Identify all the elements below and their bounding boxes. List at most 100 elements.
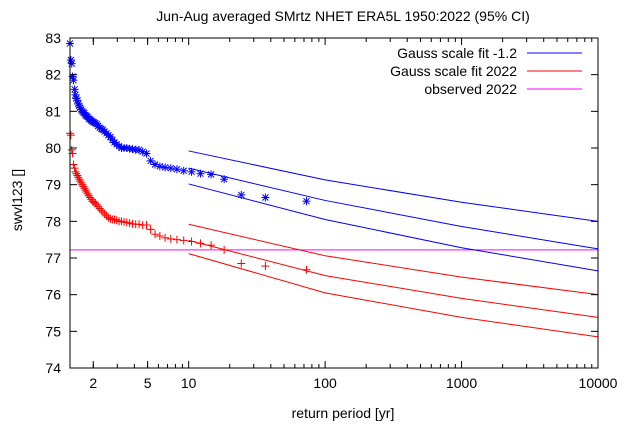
marker-stroke <box>123 144 131 152</box>
marker-stroke <box>139 148 147 156</box>
marker-stroke <box>147 157 154 165</box>
fit-line-lower-2 <box>188 183 599 272</box>
data-point <box>70 164 79 173</box>
y-tick-label: 79 <box>45 177 61 193</box>
y-tick-label: 78 <box>45 213 61 229</box>
data-point <box>71 167 80 176</box>
data-point <box>166 234 175 243</box>
marker-stroke <box>167 164 175 172</box>
data-point <box>135 220 144 229</box>
data-point <box>155 162 164 171</box>
data-point <box>155 232 164 240</box>
marker-stroke <box>262 194 269 201</box>
y-tick-label: 82 <box>45 67 61 83</box>
data-point <box>187 167 196 176</box>
legend-label: observed 2022 <box>424 81 517 97</box>
data-point <box>161 163 170 172</box>
data-point <box>142 221 151 229</box>
marker-stroke <box>71 85 78 93</box>
data-point <box>72 169 81 178</box>
data-point <box>146 225 155 234</box>
data-point <box>98 208 107 217</box>
data-point <box>237 259 246 268</box>
chart-title: Jun-Aug averaged SMrtz NHET ERA5L 1950:2… <box>156 8 530 24</box>
x-axis-title: return period [yr] <box>292 405 395 421</box>
marker-stroke <box>74 96 81 104</box>
data-point <box>302 265 311 274</box>
marker-stroke <box>89 118 96 125</box>
marker-stroke <box>161 164 169 171</box>
data-point <box>172 235 181 244</box>
plot-frame <box>69 37 599 369</box>
data-point <box>97 206 106 215</box>
data-point <box>69 76 78 85</box>
data-point <box>69 160 78 169</box>
fit-line-lower-5 <box>188 253 599 338</box>
data-point <box>220 175 229 184</box>
y-tick-label: 75 <box>45 323 61 339</box>
marker-stroke <box>143 150 150 157</box>
y-tick-label: 83 <box>45 30 61 46</box>
y-tick-label: 81 <box>45 103 61 119</box>
data-point <box>94 202 103 211</box>
y-axis: 74 75 76 77 78 79 80 81 82 83 <box>45 30 598 376</box>
data-point <box>80 184 89 193</box>
data-point <box>110 215 119 224</box>
data-point <box>220 245 229 254</box>
data-point <box>67 59 76 68</box>
data-point <box>138 147 147 156</box>
marker-stroke <box>70 76 77 84</box>
x-tick-label: 1000 <box>446 375 477 391</box>
marker-stroke <box>173 165 181 173</box>
data-point <box>151 230 160 239</box>
fit-line-central-4 <box>188 239 599 318</box>
y-axis-title: swvl123 [] <box>9 169 25 231</box>
data-point <box>179 166 188 175</box>
fit-line-upper-0 <box>188 150 599 222</box>
data-point <box>78 180 87 189</box>
marker-stroke <box>197 170 204 178</box>
legend: Gauss scale fit -1.2 Gauss scale fit 2022… <box>390 45 582 97</box>
marker-stroke <box>207 171 215 178</box>
data-point <box>196 239 205 248</box>
data-point <box>73 171 82 180</box>
data-point <box>104 213 113 222</box>
data-point <box>70 85 79 94</box>
y-tick-label: 80 <box>45 140 61 156</box>
data-point <box>302 197 311 206</box>
x-axis: 2 5 10 100 1000 10000 <box>89 38 618 391</box>
data-point <box>172 165 181 174</box>
x-tick-label: 100 <box>313 375 337 391</box>
marker-stroke <box>67 56 75 64</box>
marker-stroke <box>237 191 245 199</box>
data-point <box>207 170 216 179</box>
data-point <box>79 182 88 191</box>
data-point <box>261 262 270 271</box>
data-point <box>161 233 170 242</box>
legend-label: Gauss scale fit 2022 <box>390 63 517 79</box>
marker-stroke <box>129 145 136 153</box>
marker-stroke <box>72 91 79 99</box>
data-point <box>74 173 83 182</box>
marker-stroke <box>220 175 228 183</box>
marker-stroke <box>188 168 195 176</box>
x-tick-label: 10000 <box>579 375 618 391</box>
marker-stroke <box>156 162 164 170</box>
data-point <box>261 193 270 202</box>
marker-stroke <box>180 167 188 175</box>
plot-area <box>66 39 599 338</box>
legend-label: Gauss scale fit -1.2 <box>397 45 517 61</box>
data-point <box>100 210 109 218</box>
data-point <box>75 175 84 184</box>
data-point <box>67 145 76 154</box>
marker-stroke <box>135 146 143 154</box>
marker-stroke <box>151 161 159 168</box>
fit-line-upper-3 <box>188 223 599 296</box>
y-tick-label: 77 <box>45 250 61 266</box>
data-point <box>237 190 246 199</box>
data-point <box>106 214 115 223</box>
x-tick-label: 10 <box>181 375 197 391</box>
x-tick-label: 5 <box>144 375 152 391</box>
data-point <box>187 237 196 246</box>
